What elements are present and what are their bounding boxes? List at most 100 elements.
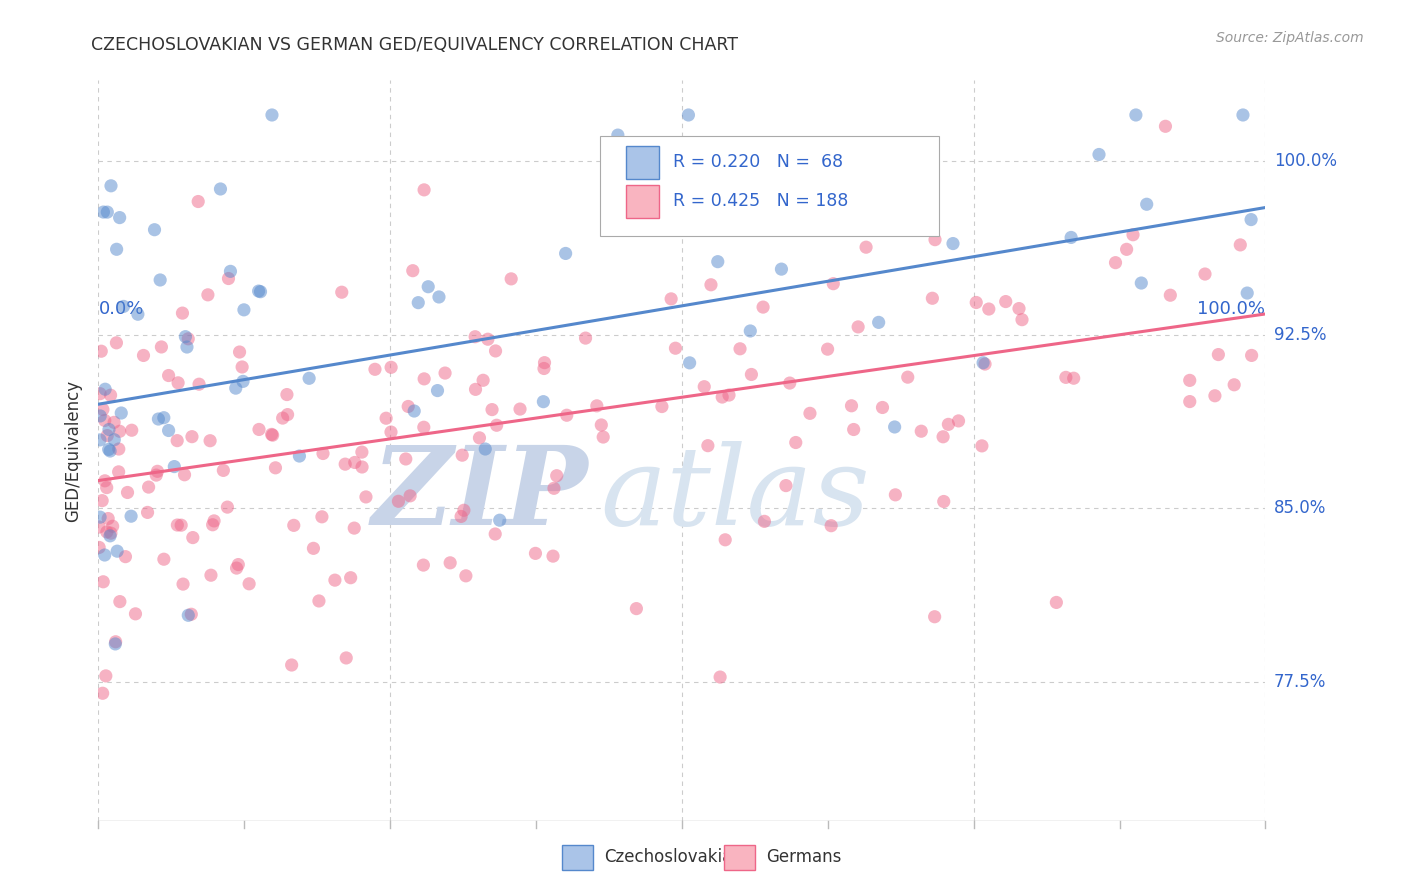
Text: 100.0%: 100.0% <box>1274 153 1337 170</box>
Point <box>1130 276 1153 290</box>
Point <box>217 500 239 515</box>
Point <box>841 399 863 413</box>
Point <box>474 442 496 456</box>
Point <box>675 163 697 178</box>
Point <box>626 601 648 615</box>
Point <box>91 402 114 417</box>
Point <box>591 417 613 432</box>
FancyBboxPatch shape <box>626 185 658 219</box>
Point <box>413 183 436 197</box>
Point <box>484 527 506 541</box>
Point <box>823 277 845 291</box>
Point <box>298 371 321 385</box>
Point <box>225 381 247 395</box>
Point <box>100 526 122 541</box>
Point <box>524 546 547 560</box>
Point <box>172 306 194 320</box>
Point <box>509 402 531 417</box>
Point <box>100 178 122 193</box>
Point <box>198 434 221 448</box>
Point <box>350 445 373 459</box>
Point <box>375 411 398 425</box>
Point <box>402 263 425 277</box>
Point <box>98 422 121 436</box>
Point <box>770 262 793 277</box>
Point <box>277 408 299 422</box>
Text: ZIP: ZIP <box>373 442 589 549</box>
Point <box>970 439 993 453</box>
Point <box>232 302 254 317</box>
Point <box>488 513 510 527</box>
Point <box>89 510 111 524</box>
Point <box>651 400 673 414</box>
Point <box>932 430 955 444</box>
FancyBboxPatch shape <box>600 136 939 235</box>
Point <box>163 459 186 474</box>
Point <box>720 219 742 233</box>
Point <box>1054 370 1077 384</box>
Point <box>994 294 1017 309</box>
Point <box>90 344 112 359</box>
Point <box>454 569 477 583</box>
Point <box>924 233 946 247</box>
Point <box>399 489 422 503</box>
Point <box>96 481 118 495</box>
Point <box>693 380 716 394</box>
Point <box>209 182 232 196</box>
Point <box>531 394 554 409</box>
Point <box>110 406 132 420</box>
Point <box>1136 197 1159 211</box>
Point <box>1236 286 1258 301</box>
Point <box>238 576 260 591</box>
Point <box>1060 230 1083 244</box>
Point <box>820 518 842 533</box>
Point <box>105 544 128 558</box>
Point <box>664 341 686 355</box>
Point <box>157 368 180 383</box>
Point <box>181 430 204 444</box>
Point <box>108 594 131 608</box>
Text: Germans: Germans <box>766 848 842 866</box>
Point <box>188 377 211 392</box>
Point <box>180 607 202 622</box>
Point <box>477 332 499 346</box>
Point <box>606 128 628 142</box>
Point <box>1063 371 1085 385</box>
Point <box>752 300 775 314</box>
Point <box>226 558 249 572</box>
Point <box>842 423 865 437</box>
Point <box>426 384 449 398</box>
Text: Source: ZipAtlas.com: Source: ZipAtlas.com <box>1216 31 1364 45</box>
Point <box>1011 312 1033 326</box>
Point <box>714 533 737 547</box>
Point <box>974 357 997 371</box>
Point <box>427 290 450 304</box>
Point <box>1194 267 1216 281</box>
Point <box>1154 120 1177 134</box>
Point <box>592 430 614 444</box>
Point <box>232 375 254 389</box>
Text: 100.0%: 100.0% <box>1198 301 1265 318</box>
Point <box>418 279 440 293</box>
Point <box>94 474 117 488</box>
Point <box>554 246 576 260</box>
Point <box>103 433 125 447</box>
Point <box>924 609 946 624</box>
Point <box>91 686 114 700</box>
Point <box>132 348 155 362</box>
Point <box>678 108 700 122</box>
Point <box>219 264 242 278</box>
Point <box>977 301 1000 316</box>
Point <box>543 481 565 495</box>
Point <box>533 356 555 370</box>
Point <box>89 409 111 423</box>
Point <box>1208 347 1230 361</box>
Point <box>546 468 568 483</box>
Point <box>202 514 225 528</box>
Point <box>942 236 965 251</box>
Point <box>1045 595 1067 609</box>
Point <box>711 390 734 404</box>
Point <box>472 373 495 387</box>
Point <box>177 608 200 623</box>
Point <box>166 434 188 448</box>
